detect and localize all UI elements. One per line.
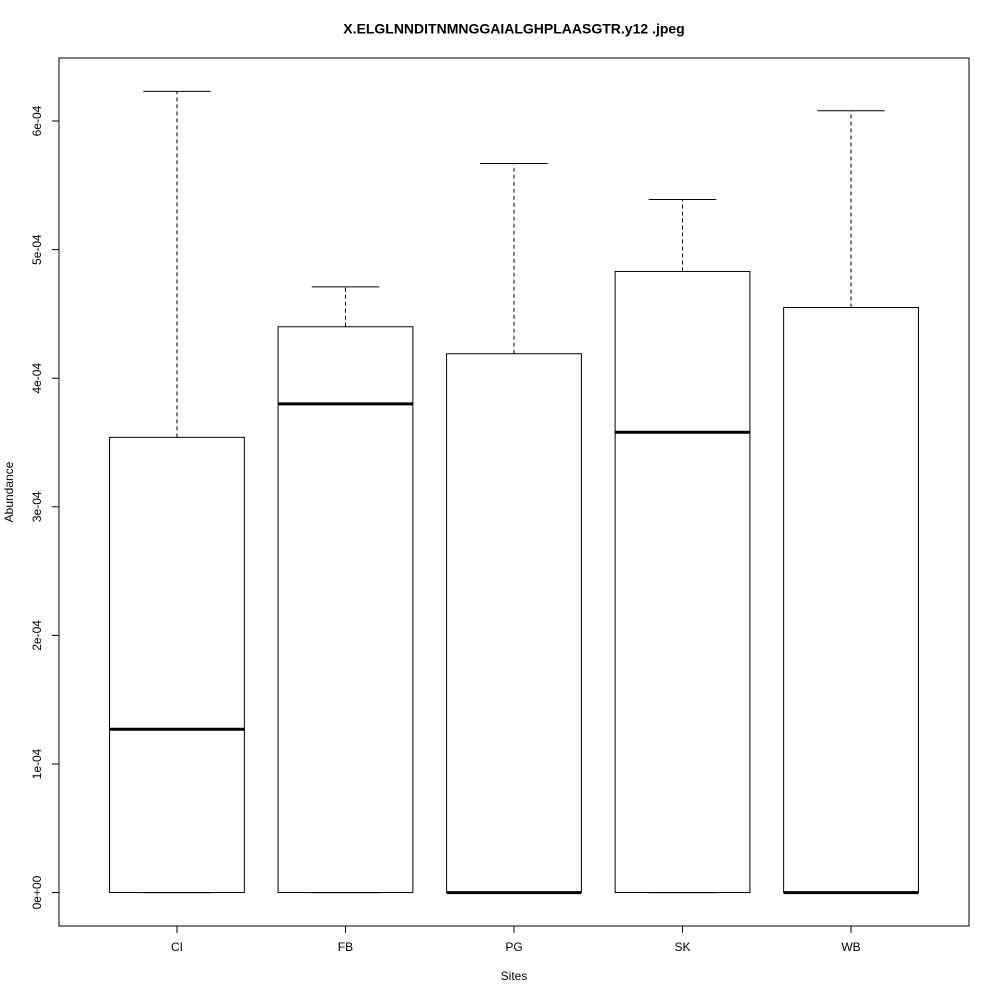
box	[277, 326, 414, 894]
x-tick-label: FB	[338, 940, 353, 954]
y-tick-label: 5e-04	[30, 234, 44, 265]
x-tick-label: PG	[505, 940, 522, 954]
y-tick-label: 1e-04	[30, 748, 44, 779]
x-tick-label: WB	[841, 940, 860, 954]
x-tick-label: CI	[171, 940, 183, 954]
plot-frame	[58, 57, 970, 927]
y-axis-label: Abundance	[2, 461, 16, 522]
y-tick-label: 3e-04	[30, 491, 44, 522]
box	[783, 306, 919, 894]
box	[614, 270, 751, 894]
y-tick-label: 2e-04	[30, 620, 44, 651]
y-tick-label: 4e-04	[30, 363, 44, 394]
y-tick-label: 0e+00	[30, 875, 44, 909]
box	[446, 353, 582, 894]
x-axis-label: Sites	[501, 969, 528, 983]
box	[109, 436, 245, 894]
chart-title: X.ELGLNNDITNMNGGAIALGHPLAASGTR.y12 .jpeg	[343, 21, 684, 37]
y-tick-label: 6e-04	[30, 105, 44, 136]
x-tick-label: SK	[675, 940, 691, 954]
